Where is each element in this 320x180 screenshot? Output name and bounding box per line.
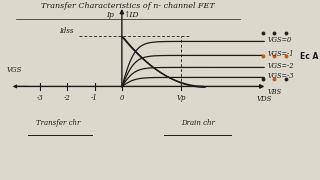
Text: VBS: VBS [267, 88, 281, 96]
Text: 0: 0 [120, 94, 124, 102]
Text: VGS=-3: VGS=-3 [267, 72, 294, 80]
Text: -1: -1 [91, 94, 98, 102]
Text: Vp: Vp [176, 94, 186, 102]
Text: -3: -3 [37, 94, 44, 102]
Text: VGS=0: VGS=0 [267, 36, 292, 44]
Text: VGS=-1: VGS=-1 [267, 50, 294, 58]
Text: VGS=-2: VGS=-2 [267, 62, 294, 70]
Text: Drain chr: Drain chr [181, 119, 214, 127]
Text: Transfer Characteristics of n- channel FET: Transfer Characteristics of n- channel F… [41, 3, 215, 10]
Text: ↑ID: ↑ID [123, 11, 139, 19]
Text: VDS: VDS [257, 95, 272, 103]
Text: Ec A: Ec A [300, 51, 319, 60]
Text: Transfer chr: Transfer chr [36, 119, 80, 127]
Text: VGS: VGS [7, 66, 22, 74]
Text: -2: -2 [64, 94, 71, 102]
Text: Idss: Idss [59, 27, 73, 35]
Text: Ip: Ip [106, 11, 114, 19]
